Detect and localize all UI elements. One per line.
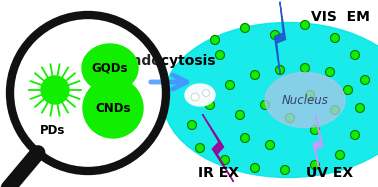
Circle shape	[344, 85, 353, 94]
Circle shape	[355, 103, 364, 113]
Circle shape	[276, 65, 285, 74]
Circle shape	[361, 76, 370, 85]
Circle shape	[83, 78, 143, 138]
Circle shape	[240, 24, 249, 33]
Circle shape	[310, 160, 319, 169]
Ellipse shape	[163, 22, 378, 177]
Circle shape	[305, 91, 314, 99]
Circle shape	[240, 134, 249, 142]
Circle shape	[41, 76, 69, 104]
Circle shape	[226, 80, 234, 90]
Circle shape	[260, 100, 270, 110]
Circle shape	[280, 165, 290, 174]
Circle shape	[10, 15, 166, 171]
Polygon shape	[313, 114, 323, 176]
Circle shape	[191, 93, 199, 101]
Text: PDs: PDs	[40, 124, 66, 137]
Text: Nucleus: Nucleus	[282, 94, 328, 107]
Circle shape	[330, 105, 339, 114]
Text: UV EX: UV EX	[307, 166, 353, 180]
Circle shape	[215, 50, 225, 59]
Circle shape	[301, 64, 310, 73]
Circle shape	[251, 70, 260, 79]
Ellipse shape	[185, 84, 215, 106]
Circle shape	[220, 156, 229, 165]
Polygon shape	[202, 114, 234, 182]
Circle shape	[271, 30, 279, 39]
Circle shape	[350, 50, 359, 59]
Text: Endocytosis: Endocytosis	[123, 54, 217, 68]
Polygon shape	[274, 2, 285, 74]
Ellipse shape	[82, 44, 138, 92]
Circle shape	[285, 114, 294, 122]
Circle shape	[206, 100, 214, 110]
Circle shape	[330, 33, 339, 42]
Circle shape	[265, 140, 274, 149]
Circle shape	[301, 21, 310, 30]
Circle shape	[350, 131, 359, 140]
Circle shape	[203, 90, 209, 96]
Circle shape	[211, 36, 220, 45]
Text: CNDs: CNDs	[95, 102, 131, 114]
Circle shape	[251, 163, 260, 172]
Ellipse shape	[265, 73, 345, 128]
Circle shape	[310, 125, 319, 134]
Circle shape	[187, 120, 197, 130]
Circle shape	[235, 111, 245, 119]
Text: IR EX: IR EX	[197, 166, 239, 180]
Circle shape	[336, 151, 344, 160]
Text: VIS  EM: VIS EM	[311, 10, 369, 24]
Text: GQDs: GQDs	[92, 62, 128, 74]
Circle shape	[325, 68, 335, 76]
Circle shape	[195, 143, 204, 153]
